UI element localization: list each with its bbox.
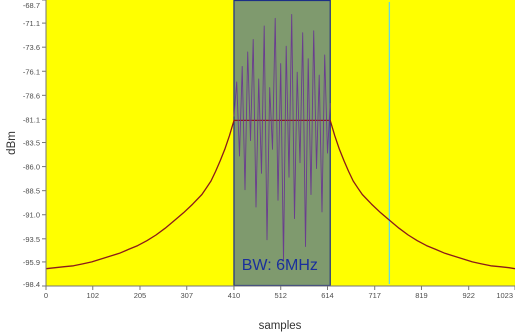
x-tick-label: 717 (368, 291, 381, 300)
series-1-line (45, 119, 515, 270)
y-tick-label: -98.4 (23, 280, 40, 289)
y-tick-label: -91.0 (23, 211, 40, 220)
y-tick-label: -78.6 (23, 91, 40, 100)
y-tick-label: -95.9 (23, 258, 40, 267)
series-layer (45, 13, 515, 270)
x-tick-label: 307 (180, 291, 193, 300)
y-tick-label: -86.0 (23, 163, 40, 172)
y-tick-label: -88.5 (23, 187, 40, 196)
x-axis-label: samples (259, 320, 302, 332)
bandwidth-annotation: BW: 6MHz (242, 257, 318, 274)
y-tick-label: -73.6 (23, 43, 40, 52)
x-tick-label: 205 (134, 291, 147, 300)
x-tick-label: 102 (87, 291, 100, 300)
x-tick-label: 819 (415, 291, 428, 300)
y-tick-label: -93.5 (23, 235, 40, 244)
y-tick-label: -68.7 (23, 1, 40, 10)
x-tick-label: 614 (321, 291, 334, 300)
axes-layer: -68.7 -71.1 -73.6 -76.1 -78.6 -81.1 -83.5 -86.0… (23, 0, 515, 300)
y-tick-label: -71.1 (23, 19, 40, 28)
y-tick-label: -81.1 (23, 115, 40, 124)
x-tick-label: 0 (44, 291, 48, 300)
y-tick-label: -83.5 (23, 139, 40, 148)
x-tick-label: 410 (228, 291, 241, 300)
x-tick-label: 922 (462, 291, 475, 300)
y-tick-label: -76.1 (23, 67, 40, 76)
x-tick-label: 1023 (496, 291, 513, 300)
x-tick-label: 512 (274, 291, 287, 300)
y-axis-label: dBm (6, 131, 18, 155)
series-2-line (233, 13, 331, 262)
